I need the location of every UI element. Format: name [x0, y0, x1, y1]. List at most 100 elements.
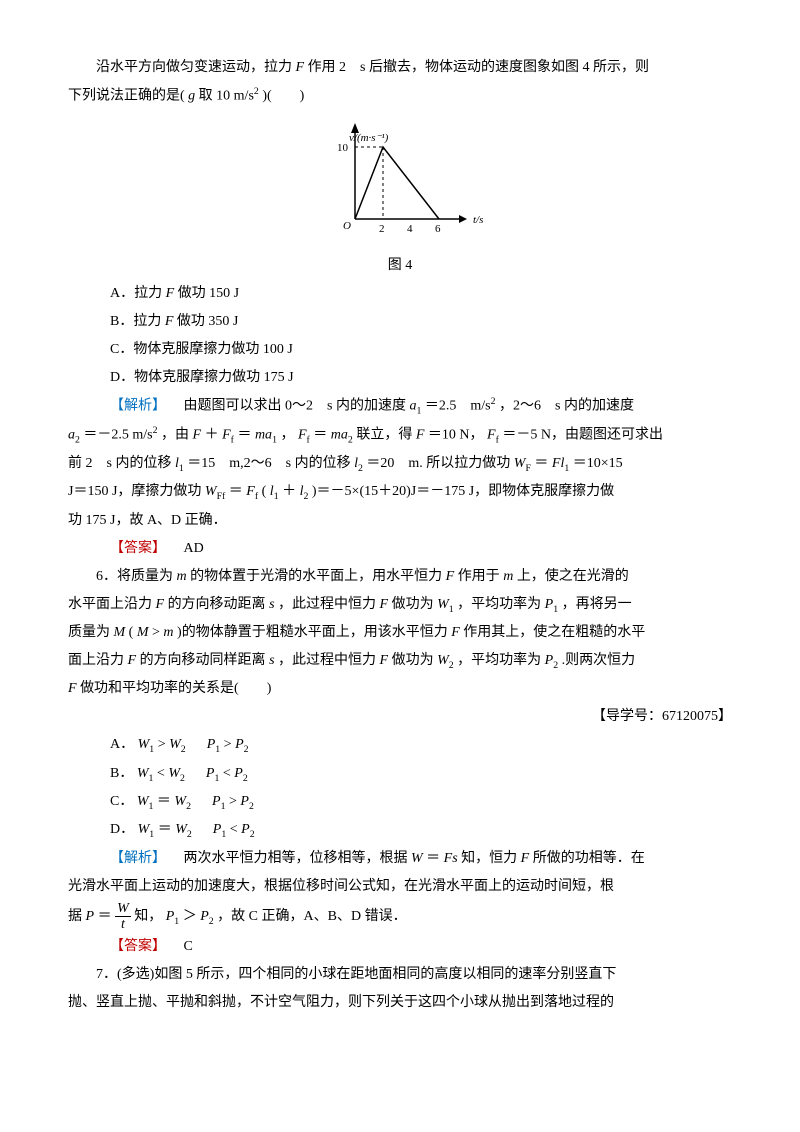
- text: 沿水平方向做匀变速运动，拉力: [96, 60, 292, 75]
- text: ，此过程中恒力: [278, 653, 376, 668]
- text: ＝20 m. 所以拉力做功: [366, 456, 510, 471]
- sub: 1: [553, 603, 558, 614]
- text: >: [229, 794, 237, 809]
- text: 作用于: [458, 569, 500, 584]
- q5-jiexi-5: 功 175 J，故 A、D 正确．: [68, 507, 732, 535]
- text: AD: [170, 541, 204, 556]
- text: 取 10 m/s: [199, 89, 254, 104]
- text: >: [152, 625, 160, 640]
- var: P: [200, 909, 209, 924]
- sub: 2: [244, 744, 249, 755]
- var: m: [503, 569, 513, 584]
- daan-label: 【答案】: [110, 541, 166, 556]
- var: W: [137, 766, 149, 781]
- q6-jiexi-3: 据 P ＝ Wt 知， P1 ＞ P2 ，故 C 正确，A、B、D 错误．: [68, 901, 732, 933]
- sub: f: [255, 491, 258, 502]
- sub: 2: [243, 773, 248, 784]
- var: P: [240, 794, 249, 809]
- sub: 1: [149, 744, 154, 755]
- var: F: [446, 569, 455, 584]
- var: F: [246, 484, 255, 499]
- var-g: g: [188, 89, 195, 104]
- var: F: [128, 653, 137, 668]
- var-F: F: [166, 286, 175, 301]
- intro-line2: 下列说法正确的是( g 取 10 m/s2 )( ): [68, 82, 732, 111]
- text: ＝: [426, 851, 440, 866]
- text: B．: [110, 766, 133, 781]
- sub: f: [496, 434, 499, 445]
- xtick: 2: [379, 223, 385, 235]
- text: >: [158, 737, 166, 752]
- var: W: [169, 737, 181, 752]
- var: W: [137, 794, 149, 809]
- sub: 1: [149, 773, 154, 784]
- var: F: [380, 653, 389, 668]
- text: ＞: [183, 909, 197, 924]
- var: P: [212, 794, 221, 809]
- q5-jiexi-2: a2 ＝－2.5 m/s2 ，由 F ＋ Ff ＝ ma1 ， Ff ＝ ma2…: [68, 421, 732, 450]
- sub: 2: [358, 463, 363, 474]
- ytick: 10: [337, 142, 349, 154]
- text: 据: [68, 909, 82, 924]
- var: P: [545, 597, 554, 612]
- var: F: [193, 427, 202, 442]
- var: F: [298, 427, 307, 442]
- var: W: [437, 597, 449, 612]
- daan-label: 【答案】: [110, 939, 166, 954]
- q6-optB: B． W1 < W2 P1 < P2: [68, 760, 732, 788]
- text: 知，恒力: [461, 851, 517, 866]
- ylabel: v/(m·s⁻¹): [349, 132, 389, 144]
- sub: 2: [303, 491, 308, 502]
- jiexi-label: 【解析】: [110, 398, 166, 413]
- sub: 2: [348, 434, 353, 445]
- var: W: [138, 737, 150, 752]
- text: ＝: [237, 427, 251, 442]
- text: ＝: [157, 794, 171, 809]
- var: F: [521, 851, 530, 866]
- var-F: F: [296, 60, 305, 75]
- q6-l1: 6．将质量为 m 的物体置于光滑的水平面上，用水平恒力 F 作用于 m 上，使之…: [68, 563, 732, 591]
- q6-answer: 【答案】 C: [68, 933, 732, 961]
- xtick: 6: [435, 223, 441, 235]
- text: ＝: [313, 427, 327, 442]
- q6-jiexi-2: 光滑水平面上运动的加速度大，根据位移时间公式知，在光滑水平面上的运动时间短，根: [68, 873, 732, 901]
- q5-optD: D．物体克服摩擦力做功 175 J: [68, 364, 732, 392]
- sub: 2: [180, 773, 185, 784]
- q6-daoxue: 【导学号：67120075】: [68, 703, 732, 731]
- var: F: [416, 427, 425, 442]
- intro-line1: 沿水平方向做匀变速运动，拉力 F 作用 2 s 后撤去，物体运动的速度图象如图 …: [68, 54, 732, 82]
- q5-jiexi-1: 【解析】 由题图可以求出 0～2 s 内的加速度 a1 ＝2.5 m/s2 ，2…: [68, 392, 732, 421]
- text: ＝: [534, 456, 548, 471]
- q6-optD: D． W1 ＝ W2 P1 < P2: [68, 816, 732, 844]
- xtick: 4: [407, 223, 413, 235]
- text: ，再将另一: [562, 597, 632, 612]
- text: )的物体静置于粗糙水平面上，用该水平恒力: [177, 625, 448, 640]
- sub: F: [525, 463, 530, 474]
- text: [189, 737, 203, 752]
- text: 作用其上，使之在粗糙的水平: [463, 625, 645, 640]
- sub: 1: [221, 829, 226, 840]
- text: 联立，得: [356, 427, 412, 442]
- text: >: [224, 737, 232, 752]
- text: 的物体置于光滑的水平面上，用水平恒力: [190, 569, 442, 584]
- sub: 1: [416, 405, 421, 416]
- sup: 2: [491, 396, 496, 407]
- var: P: [235, 737, 244, 752]
- text: 由题图可以求出 0～2 s 内的加速度: [170, 398, 406, 413]
- var: F: [156, 597, 165, 612]
- chart-svg: v/(m·s⁻¹) t/s 10 O 2 4 6: [315, 119, 485, 239]
- sub: 1: [149, 829, 154, 840]
- var: s: [269, 597, 274, 612]
- text: 下列说法正确的是(: [68, 89, 185, 104]
- text: <: [223, 766, 231, 781]
- var: W: [174, 794, 186, 809]
- var: P: [207, 737, 216, 752]
- sub: 1: [274, 491, 279, 502]
- var: F: [68, 681, 77, 696]
- text: 做功 150 J: [178, 286, 239, 301]
- text: 两次水平恒力相等，位移相等，根据: [170, 851, 408, 866]
- text: ，平均功率为: [457, 597, 541, 612]
- text: ，此过程中恒力: [278, 597, 376, 612]
- var: s: [269, 653, 274, 668]
- q6-l3: 质量为 M ( M > m )的物体静置于粗糙水平面上，用该水平恒力 F 作用其…: [68, 619, 732, 647]
